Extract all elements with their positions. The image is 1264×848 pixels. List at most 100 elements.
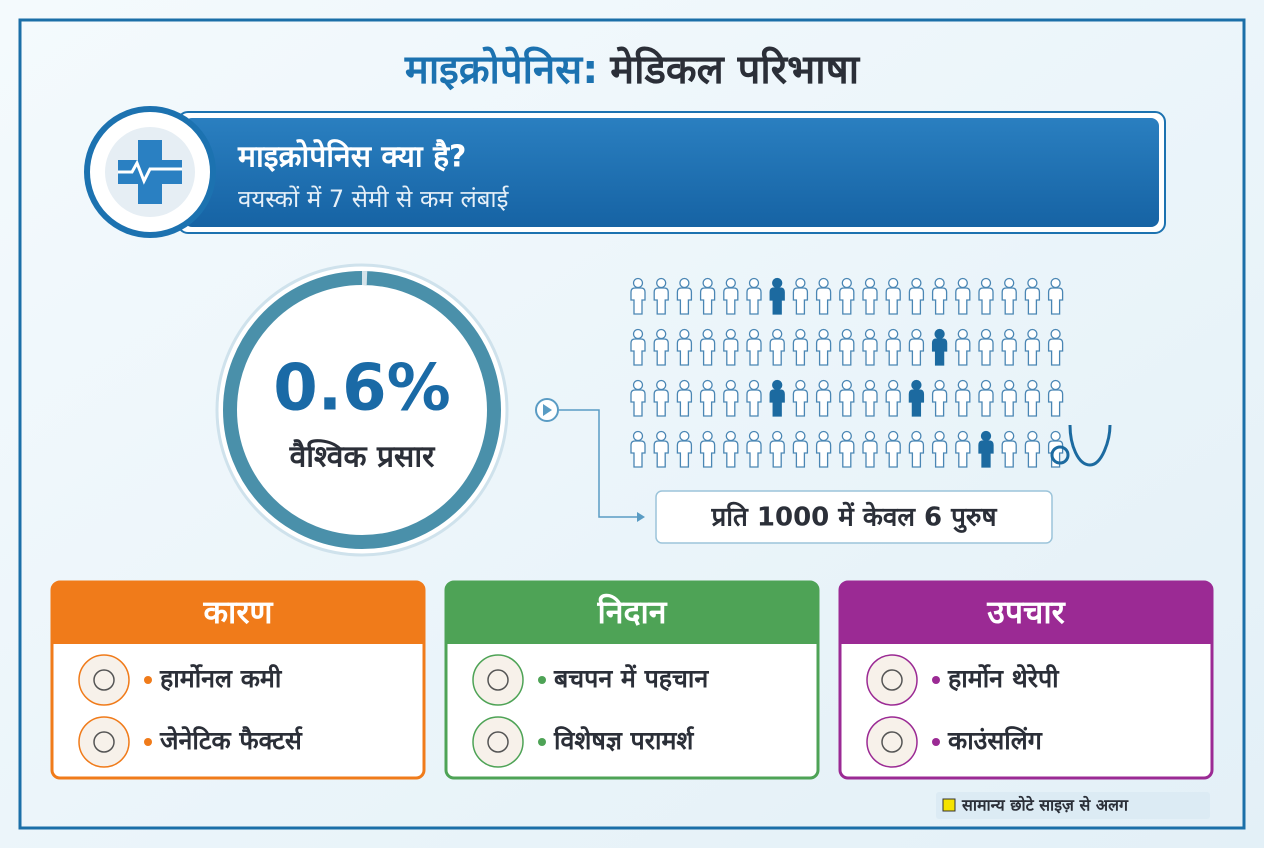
person-head	[1050, 430, 1061, 442]
person-head	[841, 379, 852, 391]
person-body	[931, 287, 948, 315]
person-body	[769, 389, 785, 417]
person-head	[772, 379, 783, 391]
person-body	[1024, 440, 1041, 468]
person-body	[885, 440, 901, 468]
person-body	[862, 389, 878, 417]
person-head	[864, 328, 876, 340]
person-body	[653, 440, 669, 468]
caption-box	[655, 490, 1053, 544]
person-head	[818, 277, 829, 289]
person-head	[1004, 277, 1015, 289]
person-head	[888, 328, 899, 340]
person-head	[702, 379, 713, 391]
person-body	[908, 287, 925, 315]
person-head	[864, 277, 876, 289]
person-head	[656, 430, 667, 442]
person-head	[795, 379, 806, 391]
person-head	[679, 430, 690, 442]
stethoscope-head	[1050, 445, 1070, 465]
person-head	[632, 430, 644, 442]
person-body	[815, 389, 832, 417]
person-body	[815, 287, 832, 315]
person-body	[676, 440, 693, 468]
person-head	[656, 379, 667, 391]
frame	[18, 18, 1246, 830]
person-body	[885, 389, 901, 417]
bullet	[932, 738, 940, 746]
person-head	[957, 379, 968, 391]
person-body	[630, 389, 646, 417]
person-head	[957, 277, 968, 289]
person-head	[980, 430, 992, 442]
person-body	[1001, 287, 1017, 315]
bullet	[144, 676, 152, 684]
person-head	[864, 379, 876, 391]
card-title: कारण	[202, 593, 274, 631]
person-body	[815, 338, 832, 366]
item-icon	[866, 654, 918, 706]
person-body	[885, 338, 901, 366]
person-head	[795, 328, 806, 340]
person-head	[679, 328, 690, 340]
person-head	[795, 430, 806, 442]
stat-label: वैश्विक प्रसार	[289, 439, 436, 475]
item-icon	[866, 716, 918, 768]
person-body	[1001, 338, 1017, 366]
person-body	[908, 389, 925, 417]
person-head	[679, 277, 690, 289]
person-head	[795, 277, 806, 289]
person-body	[699, 338, 716, 366]
person-body	[931, 389, 948, 417]
title-rest: मेडिकल परिभाषा	[609, 46, 860, 93]
person-body	[1047, 338, 1064, 366]
person-head	[911, 277, 922, 289]
card-title: उपचार	[986, 593, 1066, 631]
person-body	[630, 338, 646, 366]
person-body	[676, 338, 693, 366]
person-head	[1050, 277, 1061, 289]
person-body	[839, 389, 855, 417]
person-body	[723, 338, 739, 366]
person-head	[888, 379, 899, 391]
connector-arrow	[637, 512, 645, 522]
person-body	[978, 338, 994, 366]
person-head	[656, 277, 667, 289]
person-body	[792, 440, 809, 468]
person-head	[1004, 328, 1015, 340]
person-body	[955, 440, 971, 468]
banner	[184, 118, 1159, 227]
person-head	[632, 328, 644, 340]
item-icon-glyph	[487, 669, 509, 691]
person-head	[748, 379, 760, 391]
card-header	[52, 582, 424, 644]
person-body	[1001, 389, 1017, 417]
person-body	[699, 389, 716, 417]
person-head	[1004, 430, 1015, 442]
card-item: जेनेटिक फैक्टर्स	[159, 726, 303, 755]
pictogram	[630, 277, 1064, 468]
person-head	[864, 430, 876, 442]
person-body	[792, 338, 809, 366]
person-head	[911, 328, 922, 340]
person-head	[934, 430, 945, 442]
person-body	[839, 287, 855, 315]
ring-outer	[215, 263, 509, 557]
card-item: बचपन में पहचान	[553, 664, 709, 693]
definition-text: वयस्कों में 7 सेमी से कम लंबाई	[238, 185, 510, 213]
footnote-key	[942, 798, 956, 812]
person-body	[955, 287, 971, 315]
person-head	[1050, 379, 1061, 391]
person-head	[748, 328, 760, 340]
item-icon-glyph	[93, 731, 115, 753]
person-body	[746, 440, 762, 468]
person-head	[934, 277, 945, 289]
person-body	[955, 338, 971, 366]
card-title: निदान	[596, 593, 667, 631]
person-head	[725, 328, 736, 340]
card-item: हार्मोन थेरेपी	[947, 664, 1060, 693]
person-head	[1027, 328, 1038, 340]
person-body	[746, 389, 762, 417]
footnote-box	[936, 792, 1210, 819]
